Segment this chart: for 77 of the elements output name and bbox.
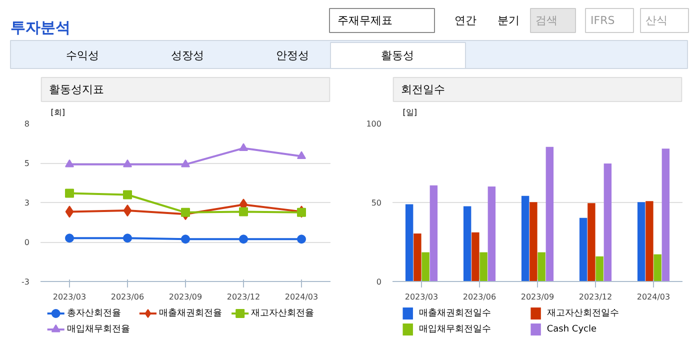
bar <box>604 163 612 282</box>
x-tick-label: 2023/09 <box>168 292 202 302</box>
point <box>297 151 306 160</box>
chart-title: 활동성지표 <box>49 83 104 96</box>
bar <box>422 252 430 282</box>
bar <box>596 256 604 282</box>
text: 성장성 <box>171 49 204 62</box>
legend-label: 매입채무회전일수 <box>418 324 491 334</box>
x-tick-label: 2023/12 <box>578 292 612 302</box>
bar <box>521 196 530 282</box>
x-tick-label: 2023/06 <box>462 292 496 302</box>
bar <box>588 203 596 282</box>
point <box>65 159 74 168</box>
bar <box>579 218 588 282</box>
text: 검색 <box>536 14 558 27</box>
y-axis-title: [회] <box>50 108 65 117</box>
y-tick-label: 100 <box>366 120 382 128</box>
x-tick-label: 2024/03 <box>636 292 670 302</box>
bar <box>480 252 488 282</box>
bar <box>430 185 438 282</box>
y-tick-label: 3 <box>24 198 30 208</box>
legend-label: 재고자산회전일수 <box>546 308 619 318</box>
chart-title: 회전일수 <box>401 83 446 96</box>
text: 분기 <box>498 14 520 27</box>
bar <box>654 254 662 282</box>
legend-label: 재고자산회전율 <box>251 308 314 318</box>
y-tick-label: 50 <box>371 198 382 208</box>
point <box>181 208 190 217</box>
bar <box>488 186 496 282</box>
point <box>65 206 74 218</box>
point <box>181 234 190 244</box>
legend-label: 매입채무회전율 <box>66 324 130 334</box>
point <box>65 234 74 243</box>
bar <box>463 206 472 282</box>
y-tick-label: 8 <box>24 120 30 128</box>
bar <box>414 233 422 282</box>
x-tick-label: 2023/03 <box>404 292 438 302</box>
point <box>123 234 132 243</box>
legend-label: 매출채권회전율 <box>159 308 222 318</box>
legend-label: Cash Cycle <box>546 324 597 334</box>
point <box>239 143 248 152</box>
y-tick-label: -3 <box>22 278 30 286</box>
text: IFRS <box>590 14 615 27</box>
point <box>123 190 132 200</box>
text: 연간 <box>454 14 476 27</box>
point <box>239 234 248 244</box>
point <box>123 204 132 217</box>
y-axis-title: [일] <box>402 108 417 117</box>
bar <box>662 148 670 282</box>
point <box>65 188 74 198</box>
x-tick-label: 2023/06 <box>110 292 144 302</box>
point <box>123 159 132 168</box>
point <box>181 159 190 168</box>
legend-label: 매출채권회전일수 <box>418 308 491 318</box>
text: 주재무제표 <box>338 14 392 27</box>
y-tick-label: 0 <box>24 238 30 247</box>
y-tick-label: 0 <box>376 278 382 286</box>
point <box>297 234 306 244</box>
bar <box>405 204 414 282</box>
point <box>239 207 248 216</box>
bar <box>637 202 646 282</box>
text: 산식 <box>646 14 668 27</box>
bar <box>472 232 480 282</box>
legend-label: 총자산회전율 <box>66 308 121 318</box>
x-tick-label: 2024/03 <box>284 292 318 302</box>
y-tick-label: 5 <box>24 159 30 168</box>
x-tick-label: 2023/12 <box>226 292 260 302</box>
bar <box>538 252 546 282</box>
text: 안정성 <box>276 49 309 62</box>
x-tick-label: 2023/03 <box>52 292 86 302</box>
text: 투자분석 <box>10 18 70 36</box>
bar <box>530 202 538 282</box>
bar <box>646 201 654 282</box>
text: 활동성 <box>381 49 414 62</box>
text: 수익성 <box>66 49 99 62</box>
bar <box>546 146 554 282</box>
x-tick-label: 2023/09 <box>520 292 554 302</box>
